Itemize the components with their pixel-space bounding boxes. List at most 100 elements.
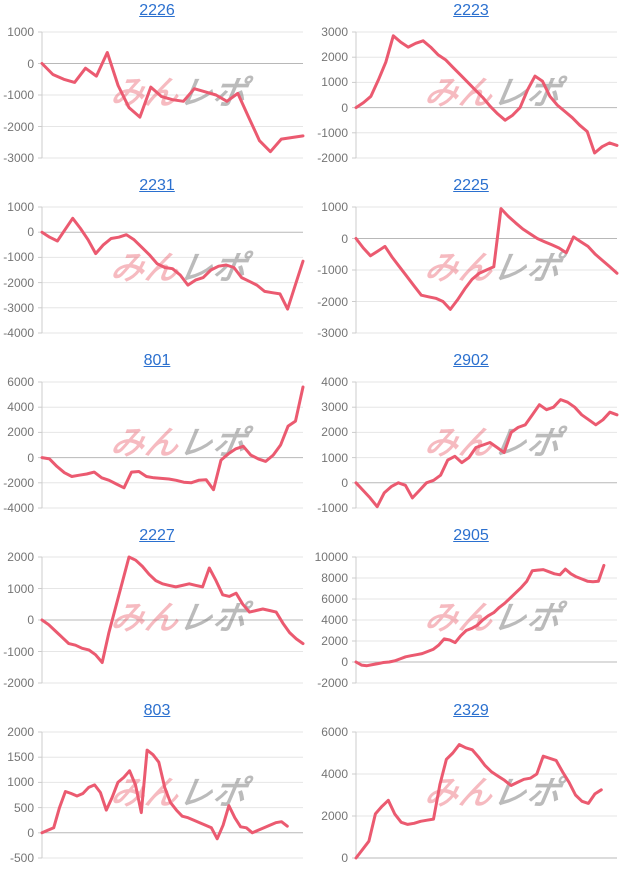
y-axis-tick-label: 6000 bbox=[321, 725, 348, 739]
chart-title-link[interactable]: 2902 bbox=[453, 352, 489, 369]
y-axis-labels: 6000 4000 2000 0 -2000 -4000 bbox=[0, 375, 34, 515]
y-axis-tick-label: 1000 bbox=[321, 450, 348, 465]
chart-cell: 803 2000 1500 1000 500 0 -500 みんレポ bbox=[0, 700, 314, 875]
chart-cell: 2225 1000 0 -1000 -2000 -3000 みんレポ bbox=[314, 175, 628, 350]
y-axis-tick-label: 4000 bbox=[321, 767, 348, 781]
chart-title-link[interactable]: 2231 bbox=[139, 177, 175, 194]
chart-grid-layer bbox=[352, 206, 617, 334]
y-axis-tick-label: -4000 bbox=[3, 501, 34, 515]
y-axis-tick-label: 2000 bbox=[321, 425, 348, 440]
y-axis-tick-label: 0 bbox=[341, 231, 348, 246]
y-axis-labels: 1000 0 -1000 -2000 -3000 bbox=[0, 25, 34, 165]
y-axis-tick-label: 2000 bbox=[7, 550, 34, 564]
chart-cell: 2226 1000 0 -1000 -2000 -3000 みんレポ bbox=[0, 0, 314, 175]
line-chart-series bbox=[40, 748, 289, 841]
chart-cell: 2902 4000 3000 2000 1000 0 -1000 みんレポ bbox=[314, 350, 628, 525]
y-axis-tick-label: 3000 bbox=[321, 400, 348, 415]
y-axis-tick-label: -3000 bbox=[317, 326, 348, 340]
chart-plot: みんレポ bbox=[352, 556, 617, 684]
y-axis-tick-label: -2000 bbox=[317, 294, 348, 309]
y-axis-tick-label: 4000 bbox=[321, 375, 348, 389]
chart-title: 2902 bbox=[314, 352, 628, 370]
chart-plot: みんレポ bbox=[38, 31, 305, 159]
y-axis-tick-label: -2000 bbox=[317, 676, 348, 690]
y-axis-tick-label: 8000 bbox=[321, 571, 348, 585]
y-axis-tick-label: -2000 bbox=[317, 151, 348, 165]
chart-grid-layer bbox=[38, 731, 303, 859]
y-axis-tick-label: 1000 bbox=[321, 75, 348, 90]
y-axis-tick-label: 0 bbox=[27, 56, 34, 71]
y-axis-tick-label: 1500 bbox=[7, 750, 34, 765]
chart-title: 2329 bbox=[314, 702, 628, 720]
line-chart-series bbox=[40, 555, 305, 664]
y-axis-labels: 2000 1500 1000 500 0 -500 bbox=[0, 725, 34, 865]
line-chart-series bbox=[354, 34, 619, 155]
chart-title-link[interactable]: 803 bbox=[143, 702, 171, 719]
chart-title-link[interactable]: 2225 bbox=[453, 177, 489, 194]
chart-title: 801 bbox=[0, 352, 314, 370]
y-axis-tick-label: -2000 bbox=[3, 275, 34, 290]
y-axis-tick-label: 2000 bbox=[7, 425, 34, 440]
chart-title: 2231 bbox=[0, 177, 314, 195]
y-axis-tick-label: -3000 bbox=[3, 151, 34, 165]
y-axis-labels: 4000 3000 2000 1000 0 -1000 bbox=[314, 375, 348, 515]
y-axis-tick-label: 1000 bbox=[7, 581, 34, 596]
y-axis-tick-label: 3000 bbox=[321, 25, 348, 39]
chart-title-link[interactable]: 801 bbox=[143, 352, 171, 369]
y-axis-tick-label: 1000 bbox=[7, 25, 34, 39]
chart-plot: みんレポ bbox=[352, 381, 619, 509]
chart-cell: 2223 3000 2000 1000 0 -1000 -2000 みんレポ bbox=[314, 0, 628, 175]
chart-cell: 2905 10000 8000 6000 4000 2000 0 -2000 みんレポ bbox=[314, 525, 628, 700]
chart-cell: 2329 6000 4000 2000 0 みんレポ bbox=[314, 700, 628, 875]
chart-cell: 801 6000 4000 2000 0 -2000 -4000 みんレポ bbox=[0, 350, 314, 525]
y-axis-tick-label: 6000 bbox=[321, 592, 348, 606]
chart-grid-layer bbox=[38, 381, 303, 509]
y-axis-tick-label: -2000 bbox=[3, 475, 34, 490]
chart-title: 2227 bbox=[0, 527, 314, 545]
y-axis-tick-label: 0 bbox=[341, 100, 348, 115]
y-axis-labels: 3000 2000 1000 0 -1000 -2000 bbox=[314, 25, 348, 165]
chart-plot: みんレポ bbox=[352, 206, 619, 334]
chart-plot: みんレポ bbox=[38, 731, 303, 859]
chart-title: 2225 bbox=[314, 177, 628, 195]
line-chart-series bbox=[354, 563, 606, 668]
y-axis-labels: 6000 4000 2000 0 bbox=[314, 725, 348, 865]
line-chart-series bbox=[40, 51, 305, 154]
y-axis-labels: 1000 0 -1000 -2000 -3000 bbox=[314, 200, 348, 340]
y-axis-tick-label: 0 bbox=[341, 851, 348, 865]
y-axis-tick-label: 0 bbox=[27, 450, 34, 465]
y-axis-tick-label: -500 bbox=[9, 851, 34, 865]
line-chart-series bbox=[354, 743, 603, 860]
chart-grid-layer bbox=[38, 31, 303, 159]
y-axis-labels: 2000 1000 0 -1000 -2000 bbox=[0, 550, 34, 690]
chart-grid-layer bbox=[352, 731, 617, 859]
line-chart-series bbox=[354, 207, 619, 311]
chart-title-link[interactable]: 2223 bbox=[453, 2, 489, 19]
y-axis-tick-label: 2000 bbox=[321, 50, 348, 65]
line-chart-series bbox=[40, 385, 305, 492]
y-axis-tick-label: -1000 bbox=[317, 263, 348, 277]
y-axis-tick-label: 0 bbox=[27, 825, 34, 840]
y-axis-tick-label: -1000 bbox=[317, 501, 348, 515]
y-axis-tick-label: 6000 bbox=[7, 375, 34, 389]
chart-title-link[interactable]: 2226 bbox=[139, 2, 175, 19]
y-axis-tick-label: -1000 bbox=[317, 125, 348, 140]
y-axis-labels: 1000 0 -1000 -2000 -3000 -4000 bbox=[0, 200, 34, 340]
chart-title: 803 bbox=[0, 702, 314, 720]
chart-title: 2223 bbox=[314, 2, 628, 20]
chart-title-link[interactable]: 2227 bbox=[139, 527, 175, 544]
chart-title-link[interactable]: 2329 bbox=[453, 702, 489, 719]
y-axis-tick-label: 0 bbox=[341, 475, 348, 490]
y-axis-tick-label: -1000 bbox=[3, 250, 34, 265]
y-axis-labels: 10000 8000 6000 4000 2000 0 -2000 bbox=[314, 550, 348, 690]
line-chart-series bbox=[354, 398, 619, 509]
y-axis-tick-label: -1000 bbox=[3, 644, 34, 659]
chart-title-link[interactable]: 2905 bbox=[453, 527, 489, 544]
chart-title: 2226 bbox=[0, 2, 314, 20]
chart-grid-layer bbox=[352, 31, 617, 159]
chart-plot: みんレポ bbox=[352, 731, 617, 860]
chart-plot: みんレポ bbox=[38, 555, 305, 684]
chart-title: 2905 bbox=[314, 527, 628, 545]
y-axis-tick-label: 500 bbox=[13, 800, 34, 815]
